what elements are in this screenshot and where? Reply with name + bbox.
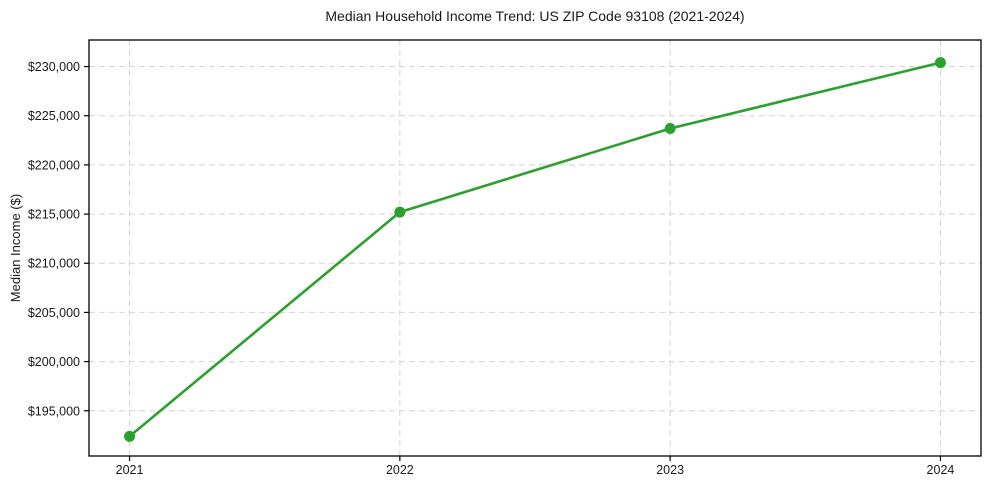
chart-title: Median Household Income Trend: US ZIP Co… [325, 8, 744, 24]
x-tick-label: 2021 [116, 463, 144, 477]
y-tick-label: $220,000 [28, 158, 80, 172]
data-point-marker [394, 206, 406, 218]
x-tick-label: 2024 [927, 463, 955, 477]
y-tick-label: $225,000 [28, 109, 80, 123]
data-point-marker [124, 430, 136, 442]
income-trend-line [128, 61, 942, 438]
y-axis-label: Median Income ($) [8, 194, 23, 302]
x-tick-label: 2023 [656, 463, 684, 477]
x-tick-label: 2022 [386, 463, 414, 477]
y-tick-label: $195,000 [28, 404, 80, 418]
y-tick-label: $230,000 [28, 60, 80, 74]
y-tick-label: $205,000 [28, 306, 80, 320]
axes-frame [88, 39, 982, 457]
data-point-marker [664, 123, 676, 135]
y-tick-label: $215,000 [28, 208, 80, 222]
y-tick-label: $210,000 [28, 257, 80, 271]
data-point-marker [934, 57, 946, 69]
y-tick-label: $200,000 [28, 355, 80, 369]
